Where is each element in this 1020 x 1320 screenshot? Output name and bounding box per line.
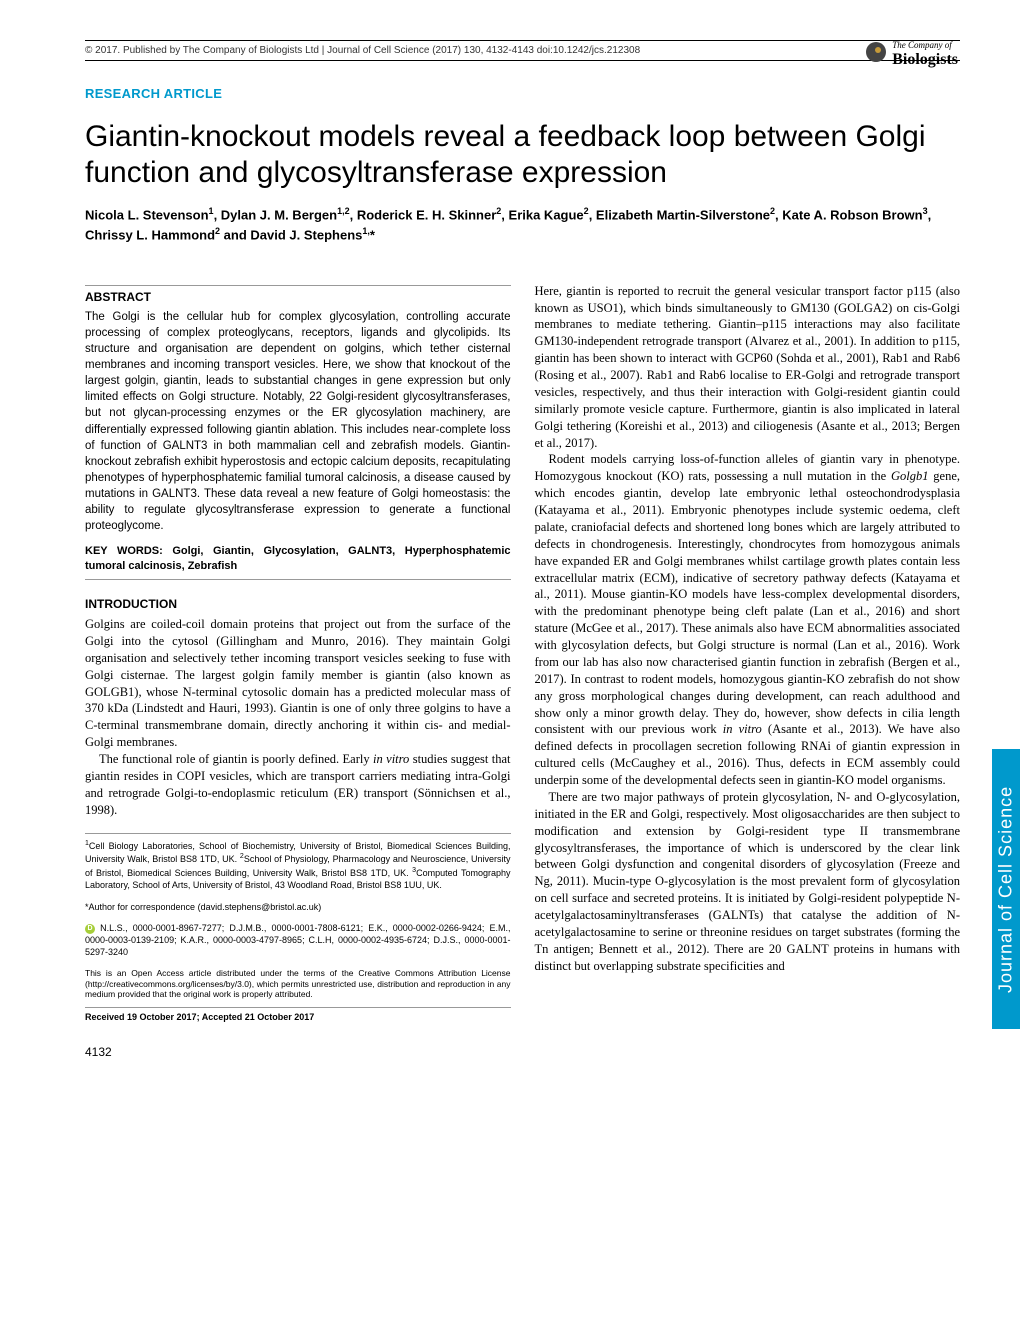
page-number: 4132 (85, 1045, 960, 1059)
orcid-list: N.L.S., 0000-0001-8967-7277; D.J.M.B., 0… (85, 923, 511, 958)
publisher-icon (866, 42, 886, 62)
journal-side-tab: Journal of Cell Science (992, 749, 1020, 1029)
orcid-text: N.L.S., 0000-0001-8967-7277; D.J.M.B., 0… (85, 923, 511, 956)
body-columns: ABSTRACT The Golgi is the cellular hub f… (85, 283, 960, 1024)
correspondence: *Author for correspondence (david.stephe… (85, 901, 511, 913)
publisher-line1: The Company of (892, 40, 952, 50)
intro-para-1: Golgins are coiled-coil domain proteins … (85, 616, 511, 751)
abstract-text: The Golgi is the cellular hub for comple… (85, 309, 511, 534)
orcid-icon (85, 924, 95, 934)
intro-para-2: The functional role of giantin is poorly… (85, 751, 511, 819)
affiliations: 1Cell Biology Laboratories, School of Bi… (85, 833, 511, 892)
license-text: This is an Open Access article distribut… (85, 968, 511, 999)
publisher-logo: The Company of Biologists (866, 36, 958, 68)
authors-list: Nicola L. Stevenson1, Dylan J. M. Bergen… (85, 205, 960, 245)
col2-para-2: Rodent models carrying loss-of-function … (535, 451, 961, 789)
article-type: RESEARCH ARTICLE (85, 86, 960, 101)
abstract-heading: ABSTRACT (85, 285, 511, 305)
col2-para-3: There are two major pathways of protein … (535, 789, 961, 975)
publisher-line2: Biologists (892, 51, 958, 68)
keywords-label: KEY WORDS: (85, 545, 163, 557)
received-accepted-dates: Received 19 October 2017; Accepted 21 Oc… (85, 1007, 511, 1023)
header-citation: © 2017. Published by The Company of Biol… (85, 40, 960, 61)
col2-para-1: Here, giantin is reported to recruit the… (535, 283, 961, 452)
page-container: The Company of Biologists © 2017. Publis… (0, 0, 1020, 1089)
article-title: Giantin-knockout models reveal a feedbac… (85, 119, 960, 191)
introduction-heading: INTRODUCTION (85, 596, 511, 612)
keywords: KEY WORDS: Golgi, Giantin, Glycosylation… (85, 544, 511, 580)
